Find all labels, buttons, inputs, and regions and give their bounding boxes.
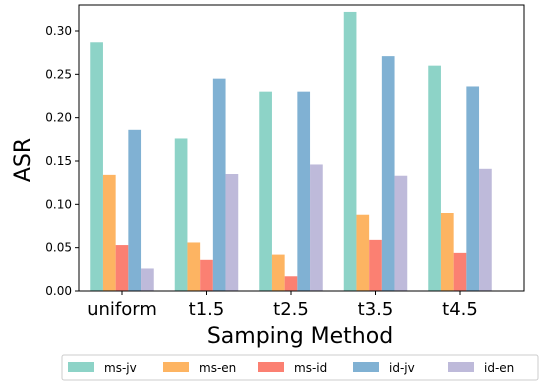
bar-ms-jv-t1.5 <box>174 138 188 291</box>
bar-ms-id-uniform <box>115 245 129 291</box>
legend-swatch-id-en <box>448 362 474 372</box>
bar-id-en-t2.5 <box>310 164 323 291</box>
bar-id-en-t3.5 <box>394 175 408 291</box>
bar-id-jv-t1.5 <box>212 78 226 292</box>
x-tick-label: uniform <box>87 299 157 320</box>
x-tick-label: t3.5 <box>358 299 394 320</box>
legend: ms-jv ms-en ms-id id-jv id-en <box>61 354 539 381</box>
plot-frame <box>78 4 525 292</box>
bar-ms-en-t1.5 <box>187 242 201 291</box>
legend-label-ms-id: ms-id <box>294 361 327 375</box>
bar-ms-en-t3.5 <box>356 214 370 291</box>
x-tick-label: t1.5 <box>189 299 225 320</box>
x-axis-label: Samping Method <box>207 324 393 349</box>
x-tick-label: t2.5 <box>273 299 309 320</box>
bars-group <box>90 11 492 292</box>
legend-swatch-id-jv <box>353 362 379 372</box>
legend-frame <box>61 354 539 381</box>
legend-label-id-en: id-en <box>484 361 514 375</box>
bar-id-jv-t3.5 <box>381 56 395 292</box>
bar-ms-id-t1.5 <box>200 259 213 291</box>
legend-swatch-ms-en <box>163 362 189 372</box>
y-tick-label: 0.20 <box>45 111 72 125</box>
y-axis-label: ASR <box>11 138 36 182</box>
y-tick-label: 0.15 <box>45 154 72 168</box>
y-tick-label: 0.30 <box>45 24 72 38</box>
y-tick-label: 0.25 <box>45 67 72 81</box>
bar-id-jv-t2.5 <box>297 91 311 292</box>
bar-ms-id-t4.5 <box>453 252 467 291</box>
bar-id-jv-uniform <box>128 129 142 291</box>
bar-ms-jv-uniform <box>90 42 103 292</box>
bar-ms-en-t4.5 <box>440 213 454 291</box>
y-tick-label: 0.05 <box>45 241 72 255</box>
bar-id-jv-t4.5 <box>466 86 480 291</box>
x-tick-label: t4.5 <box>442 299 478 320</box>
bar-ms-jv-t2.5 <box>259 91 272 292</box>
legend-label-id-jv: id-jv <box>389 361 415 375</box>
legend-swatch-ms-id <box>258 362 284 372</box>
bar-id-en-t1.5 <box>225 174 239 291</box>
y-tick-label: 0.10 <box>45 197 72 211</box>
bar-id-en-uniform <box>141 268 154 291</box>
legend-label-ms-en: ms-en <box>199 361 236 375</box>
bar-ms-id-t2.5 <box>284 276 298 291</box>
bar-ms-jv-t3.5 <box>343 11 357 292</box>
legend-label-ms-jv: ms-jv <box>104 361 137 375</box>
y-tick-label: 0.00 <box>45 284 72 298</box>
bar-ms-id-t3.5 <box>369 239 382 291</box>
bar-ms-en-uniform <box>102 174 116 291</box>
bar-id-en-t4.5 <box>479 168 492 291</box>
legend-swatch-ms-jv <box>68 362 94 372</box>
bar-ms-jv-t4.5 <box>428 65 441 292</box>
bar-ms-en-t2.5 <box>271 254 285 291</box>
y-axis: 0.00 0.05 0.10 0.15 0.20 0.25 0.30 <box>45 24 79 298</box>
x-axis: uniform t1.5 t2.5 t3.5 t4.5 <box>87 291 478 320</box>
